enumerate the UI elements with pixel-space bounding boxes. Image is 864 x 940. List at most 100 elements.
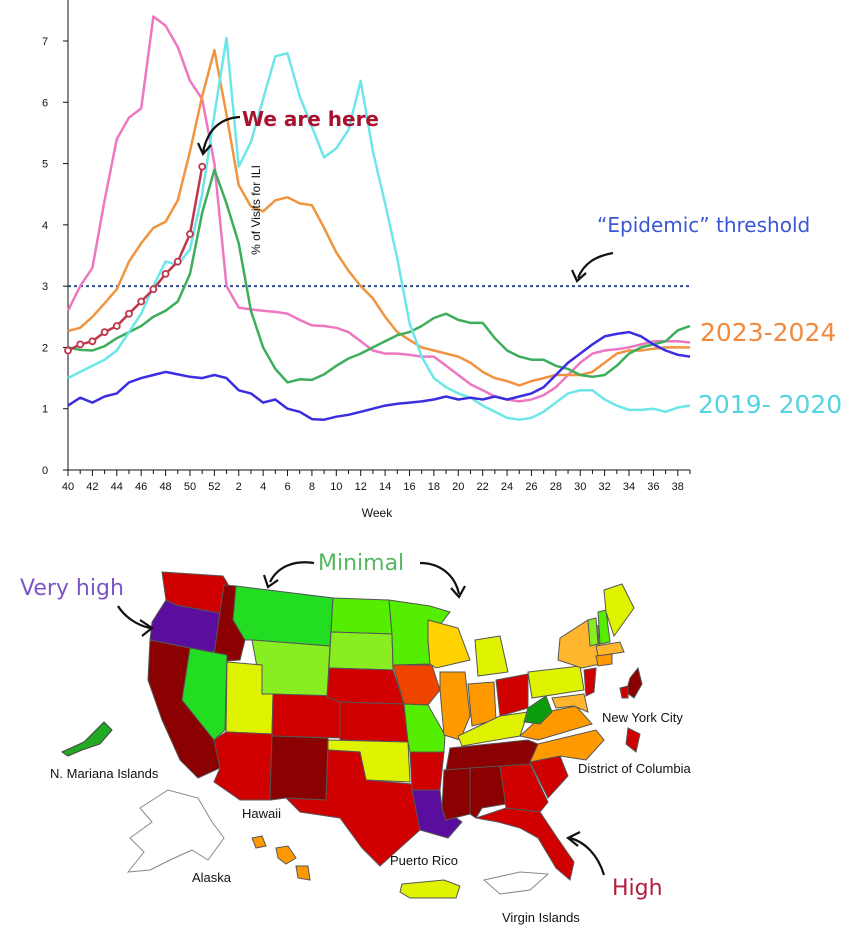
current-season-point: [88, 337, 97, 346]
series-group: [64, 15, 691, 421]
current-season-point: [112, 322, 121, 330]
y-axis-title: % of Visits for ILI: [249, 165, 263, 255]
state-ohio: [495, 673, 529, 717]
state-new-jersey: [583, 667, 597, 697]
y-tick-label: 7: [42, 36, 48, 48]
virgin-islands-shape: [482, 871, 550, 895]
high-arrow: [569, 836, 606, 876]
y-tick-label: 4: [42, 220, 48, 232]
high-arrowhead: [565, 831, 581, 847]
mariana-islands-shape: [60, 721, 113, 757]
state-west-virginia: [523, 695, 553, 725]
x-tick-label: 42: [86, 481, 98, 493]
alaska-shape: [126, 789, 225, 873]
state-south-dakota: [328, 631, 394, 671]
x-tick-label: 14: [379, 481, 391, 493]
current-season-point: [149, 285, 158, 294]
state-north-dakota: [330, 597, 393, 635]
state-iowa: [392, 664, 441, 706]
state-mississippi: [441, 767, 471, 821]
series-line-0: [66, 15, 691, 403]
minimal-arrowhead-right: [450, 585, 466, 599]
state-connecticut: [595, 653, 613, 667]
x-tick-label: 46: [135, 481, 147, 493]
series-line-1: [67, 48, 690, 387]
x-tick-label: 30: [574, 481, 586, 493]
us-activity-map: N. Mariana Islands Hawaii Alaska Puerto …: [20, 551, 691, 925]
state-arizona: [213, 731, 273, 801]
state-texas: [284, 749, 421, 867]
legend-2019-2020: 2019- 2020: [698, 390, 842, 419]
very-high-arrow: [117, 605, 151, 630]
legend-high: High: [612, 876, 663, 901]
hawaii-shape-3: [295, 865, 311, 881]
x-tick-label: 28: [550, 481, 562, 493]
state-new-hampshire: [597, 609, 611, 645]
state-louisiana: [411, 789, 463, 839]
current-season-point: [100, 328, 109, 337]
current-season-point: [173, 257, 182, 266]
label-virgin-islands: Virgin Islands: [502, 910, 580, 925]
x-tick-label: 38: [672, 481, 684, 493]
state-maine: [603, 583, 635, 638]
state-missouri: [403, 703, 446, 753]
current-season-point: [64, 346, 72, 355]
x-axis: 40 42 44 46 48 50 52 2 4 6 8 10 12 14 16 18 20 22 24 26 28 30…: [62, 469, 691, 493]
state-colorado: [271, 693, 342, 739]
x-tick-label: 12: [355, 481, 367, 493]
state-pennsylvania: [527, 665, 585, 699]
x-tick-label: 32: [599, 481, 611, 493]
x-tick-label: 34: [623, 481, 635, 493]
label-alaska: Alaska: [192, 870, 232, 885]
current-season-point: [137, 297, 146, 306]
x-tick-label: 10: [330, 481, 342, 493]
we-are-here-arrowhead: [196, 142, 212, 156]
x-axis-title: Week: [362, 506, 393, 520]
puerto-rico-shape: [399, 879, 461, 899]
x-tick-label: 44: [111, 481, 123, 493]
x-tick-label: 20: [452, 481, 464, 493]
state-georgia: [499, 763, 549, 813]
current-season-point: [76, 340, 85, 349]
state-new-mexico: [269, 735, 329, 801]
state-shapes: [147, 571, 635, 881]
state-kansas: [339, 701, 409, 743]
epidemic-threshold-label: “Epidemic” threshold: [597, 213, 810, 237]
threshold-arrow: [576, 251, 614, 279]
x-tick-label: 50: [184, 481, 196, 493]
x-tick-label: 22: [477, 481, 489, 493]
minimal-arrow-left: [269, 561, 315, 583]
nyc-shape-2: [619, 685, 629, 699]
state-vermont: [587, 617, 599, 647]
state-kentucky: [457, 711, 529, 747]
x-tick-label: 16: [403, 481, 415, 493]
x-tick-label: 36: [647, 481, 659, 493]
state-wisconsin: [427, 619, 471, 669]
state-wyoming: [251, 639, 331, 698]
we-are-here-label: We are here: [242, 107, 379, 131]
we-are-here-arrow: [201, 115, 241, 153]
label-puerto-rico: Puerto Rico: [390, 853, 458, 868]
state-montana: [232, 585, 334, 647]
legend-very-high: Very high: [20, 576, 124, 601]
hawaii-shape: [251, 835, 267, 849]
minimal-arrowhead-left: [262, 574, 279, 589]
label-mariana: N. Mariana Islands: [50, 766, 159, 781]
legend-minimal: Minimal: [318, 551, 404, 576]
label-nyc: New York City: [602, 710, 683, 725]
legend-2023-2024: 2023-2024: [700, 318, 836, 347]
state-massachusetts: [595, 641, 625, 657]
y-tick-label: 5: [42, 159, 48, 171]
x-tick-label: 24: [501, 481, 513, 493]
label-dc: District of Columbia: [578, 761, 691, 776]
very-high-arrowhead: [139, 619, 154, 637]
label-hawaii: Hawaii: [242, 806, 281, 821]
x-tick-label: 26: [525, 481, 537, 493]
state-illinois: [439, 671, 471, 741]
dc-shape: [625, 727, 641, 753]
current-season-point: [161, 269, 170, 278]
minimal-arrow-right: [419, 561, 461, 595]
series-line-3: [67, 36, 691, 421]
y-tick-label: 0: [42, 465, 48, 477]
